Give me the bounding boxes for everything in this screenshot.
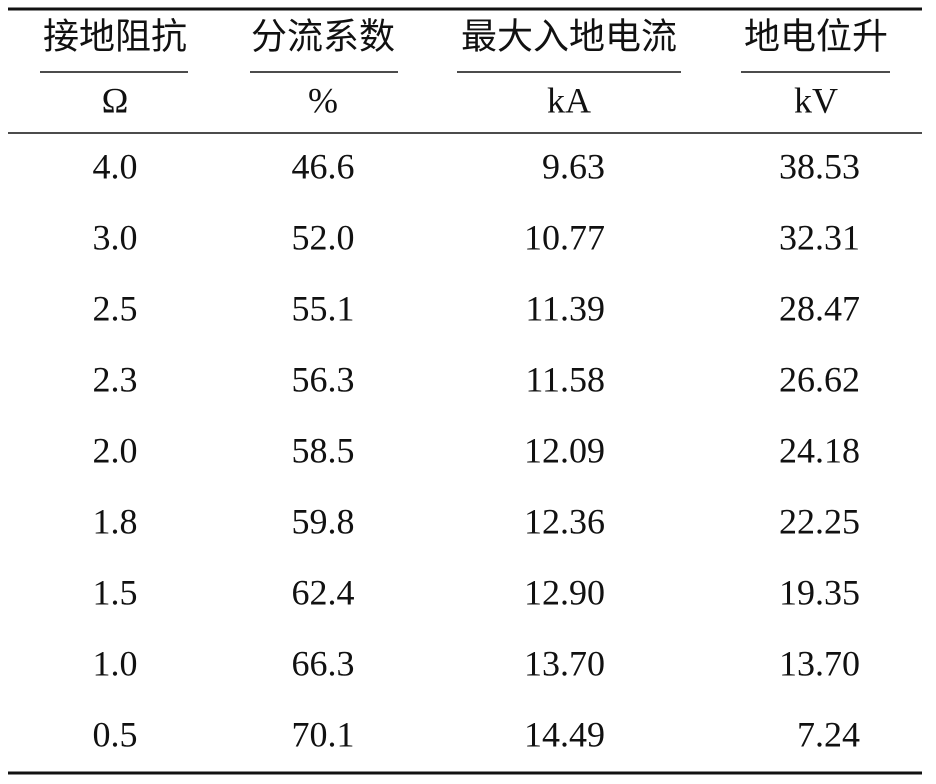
column-header: 分流系数	[251, 16, 395, 56]
table-cell: 4.0	[93, 146, 138, 186]
table-cell: 11.39	[525, 288, 605, 328]
column-unit: kV	[794, 80, 838, 120]
table-cell: 12.09	[524, 430, 605, 470]
table-cell: 2.5	[93, 288, 138, 328]
table-cell: 1.8	[93, 501, 138, 541]
table-cell: 52.0	[292, 217, 355, 257]
table-cell: 24.18	[779, 430, 860, 470]
table-cell: 2.0	[93, 430, 138, 470]
table-cell: 28.47	[779, 288, 860, 328]
table-cell: 9.63	[542, 146, 605, 186]
column-unit: kA	[547, 80, 591, 120]
table-cell: 14.49	[524, 714, 605, 754]
table-cell: 19.35	[779, 572, 860, 612]
table-cell: 3.0	[93, 217, 138, 257]
table-cell: 13.70	[779, 643, 860, 683]
table-cell: 32.31	[779, 217, 860, 257]
table-cell: 55.1	[292, 288, 355, 328]
table-cell: 56.3	[292, 359, 355, 399]
column-header: 接地阻抗	[43, 16, 187, 56]
table-cell: 7.24	[797, 714, 860, 754]
table-cell: 2.3	[93, 359, 138, 399]
column-header: 最大入地电流	[461, 16, 677, 56]
column-unit: Ω	[102, 80, 129, 120]
table-cell: 58.5	[292, 430, 355, 470]
table-cell: 0.5	[93, 714, 138, 754]
table-cell: 22.25	[779, 501, 860, 541]
table-cell: 70.1	[292, 714, 355, 754]
column-unit: %	[308, 80, 338, 120]
table-cell: 10.77	[524, 217, 605, 257]
table-cell: 62.4	[292, 572, 355, 612]
table-cell: 11.58	[525, 359, 605, 399]
table-cell: 46.6	[292, 146, 355, 186]
table-cell: 1.0	[93, 643, 138, 683]
table-cell: 59.8	[292, 501, 355, 541]
table-cell: 26.62	[779, 359, 860, 399]
table-cell: 1.5	[93, 572, 138, 612]
table-cell: 12.36	[524, 501, 605, 541]
table-cell: 38.53	[779, 146, 860, 186]
column-header: 地电位升	[744, 16, 888, 56]
table-cell: 12.90	[524, 572, 605, 612]
table-cell: 66.3	[292, 643, 355, 683]
table-cell: 13.70	[524, 643, 605, 683]
